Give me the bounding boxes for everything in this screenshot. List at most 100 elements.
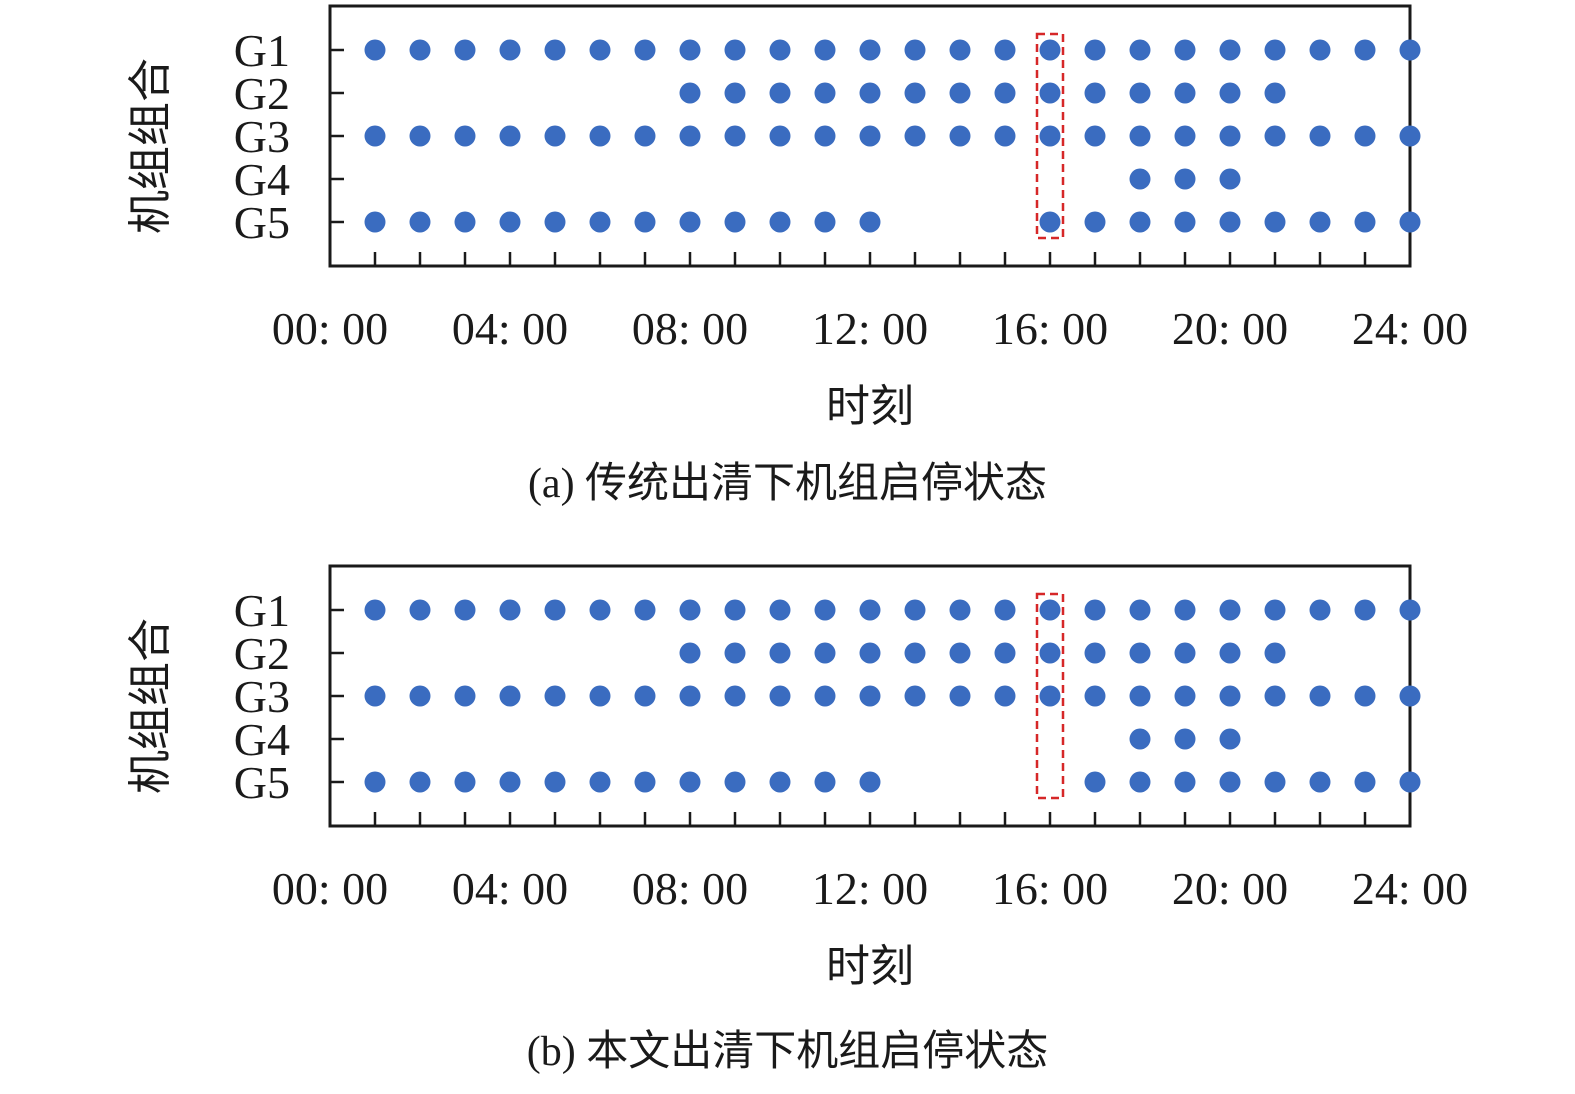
chart-panel-b: G1 G2 G3 G4 G5 00: 00 04: 00 08: 00 12: 00 16: 00…	[0, 560, 1575, 1094]
point-g3	[1129, 125, 1151, 147]
point-g3	[1309, 125, 1331, 147]
point-g3	[364, 685, 386, 707]
point-g5	[454, 771, 476, 793]
point-g4	[1174, 728, 1196, 750]
point-g1	[589, 39, 611, 61]
point-g3	[949, 685, 971, 707]
chart-caption-a: (a) 传统出清下机组启停状态	[527, 461, 1048, 507]
point-g1	[814, 39, 836, 61]
y-tick-label: G1	[234, 25, 290, 76]
point-g5	[1174, 771, 1196, 793]
point-g5	[1354, 211, 1376, 233]
point-g2	[1039, 82, 1061, 104]
point-g3	[544, 125, 566, 147]
point-g5	[1264, 771, 1286, 793]
point-g1	[1399, 599, 1421, 621]
point-g5	[1309, 771, 1331, 793]
point-g1	[1354, 599, 1376, 621]
x-tick-label: 12: 00	[812, 303, 928, 354]
point-g5	[1219, 211, 1241, 233]
point-g1	[1264, 39, 1286, 61]
point-g5	[769, 771, 791, 793]
point-g3	[1174, 125, 1196, 147]
point-g2	[1264, 642, 1286, 664]
x-axis-label: 时刻	[826, 381, 914, 432]
point-g1	[724, 39, 746, 61]
point-g2	[1174, 82, 1196, 104]
y-tick-label: G2	[234, 68, 290, 119]
point-g5	[409, 211, 431, 233]
point-g5	[454, 211, 476, 233]
highlight-box	[1035, 592, 1065, 800]
point-g1	[364, 599, 386, 621]
x-tick-label: 04: 00	[452, 303, 568, 354]
x-tick-label: 04: 00	[452, 863, 568, 914]
point-g5	[1084, 211, 1106, 233]
point-g3	[364, 125, 386, 147]
point-g5	[679, 211, 701, 233]
point-g3	[409, 685, 431, 707]
y-tick-label: G4	[234, 154, 290, 205]
point-g4	[1219, 168, 1241, 190]
point-g1	[904, 39, 926, 61]
x-tick-label: 16: 00	[992, 303, 1108, 354]
chart-caption-b: (b) 本文出清下机组启停状态	[526, 1029, 1049, 1075]
chart-panel-a: G1 G2 G3 G4 G5 00: 00 04: 00 08: 00 12: 00 16: 00…	[0, 0, 1575, 520]
point-g1	[589, 599, 611, 621]
point-g2	[769, 642, 791, 664]
point-g1	[679, 599, 701, 621]
point-g2	[769, 82, 791, 104]
point-g3	[679, 685, 701, 707]
point-g5	[634, 771, 656, 793]
point-g1	[544, 599, 566, 621]
point-g5	[1309, 211, 1331, 233]
point-g1	[1084, 599, 1106, 621]
point-g3	[1264, 125, 1286, 147]
x-tick-label: 00: 00	[272, 863, 388, 914]
point-g2	[1174, 642, 1196, 664]
point-g1	[769, 39, 791, 61]
point-g3	[769, 685, 791, 707]
point-g5	[859, 771, 881, 793]
point-g5	[544, 211, 566, 233]
y-tick-label: G2	[234, 628, 290, 679]
point-g1	[364, 39, 386, 61]
point-g3	[634, 125, 656, 147]
point-g1	[859, 39, 881, 61]
y-tick-label: G1	[234, 585, 290, 636]
point-g1	[409, 599, 431, 621]
y-tick-label: G3	[234, 111, 290, 162]
point-g2	[814, 82, 836, 104]
x-tick-label: 24: 00	[1352, 863, 1468, 914]
point-g2	[1039, 642, 1061, 664]
point-g4	[1129, 168, 1151, 190]
point-g5	[1264, 211, 1286, 233]
point-g5	[589, 211, 611, 233]
point-g1	[994, 39, 1016, 61]
point-g1	[499, 39, 521, 61]
point-g3	[589, 125, 611, 147]
point-g3	[634, 685, 656, 707]
point-g3	[454, 125, 476, 147]
point-g3	[814, 685, 836, 707]
x-tick-label: 12: 00	[812, 863, 928, 914]
y-axis-label: 机组组合	[125, 618, 176, 794]
point-g3	[859, 685, 881, 707]
point-g3	[1174, 685, 1196, 707]
point-g1	[409, 39, 431, 61]
point-g5	[1399, 771, 1421, 793]
point-g3	[994, 685, 1016, 707]
point-g5	[1219, 771, 1241, 793]
point-g1	[1354, 39, 1376, 61]
point-g3	[859, 125, 881, 147]
x-tick-label: 08: 00	[632, 863, 748, 914]
point-g5	[1084, 771, 1106, 793]
y-tick-label: G4	[234, 714, 290, 765]
point-g3	[1219, 685, 1241, 707]
point-g5	[1129, 771, 1151, 793]
point-g3	[949, 125, 971, 147]
point-g1	[454, 39, 476, 61]
point-g5	[409, 771, 431, 793]
point-g1	[499, 599, 521, 621]
